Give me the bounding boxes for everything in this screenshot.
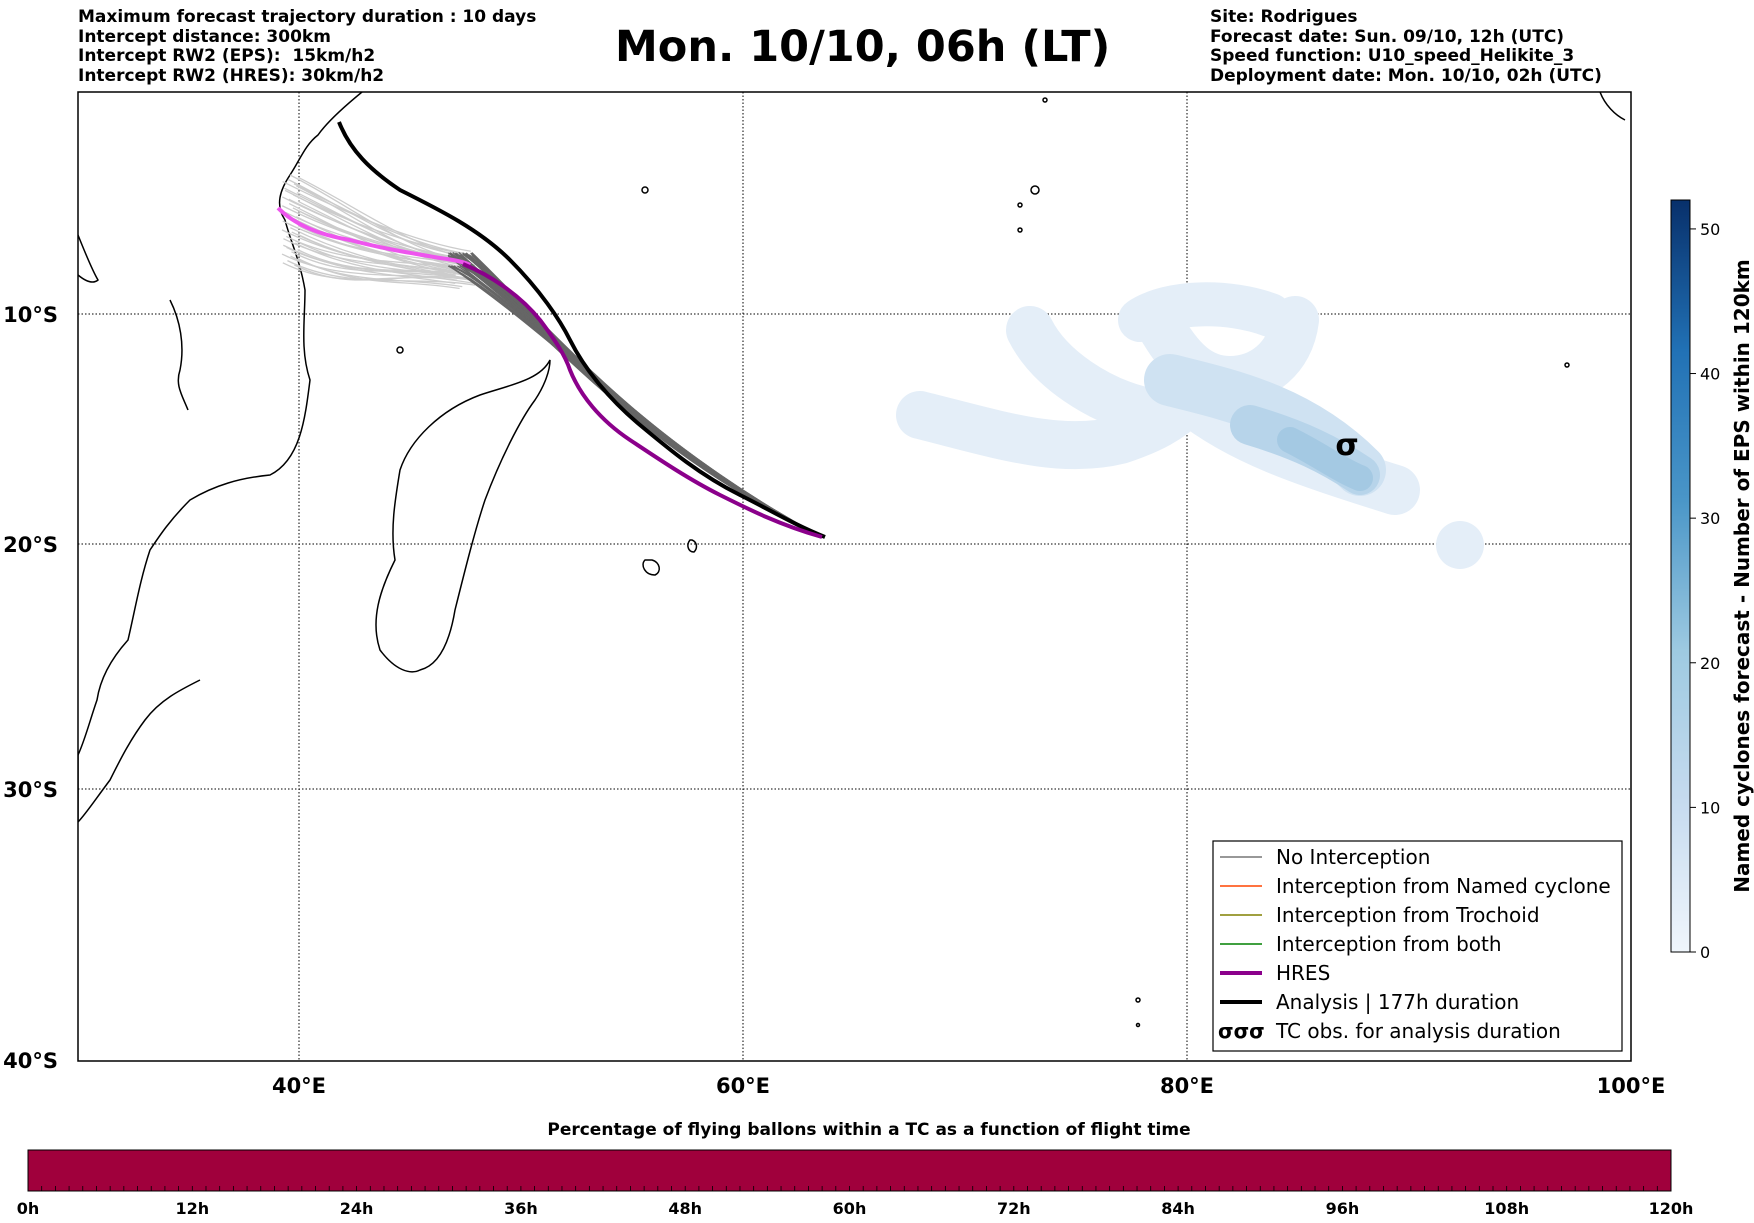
flight-time-tick-label: 48h bbox=[668, 1199, 702, 1218]
eps-trajectory-early bbox=[297, 233, 459, 274]
eps-trajectory-early bbox=[287, 178, 456, 255]
header-right-line: Forecast date: Sun. 09/10, 12h (UTC) bbox=[1210, 26, 1565, 47]
lat-label: 20°S bbox=[3, 533, 58, 557]
legend-box bbox=[1212, 840, 1623, 1052]
flight-time-bar: Percentage of flying ballons within a TC… bbox=[17, 1120, 1694, 1218]
flight-time-tick-label: 0h bbox=[17, 1199, 40, 1218]
colorbar-tick-label: 40 bbox=[1700, 365, 1720, 384]
header-right-info: Site: Rodrigues Forecast date: Sun. 09/1… bbox=[1210, 7, 1602, 86]
header-left-line: Intercept distance: 300km bbox=[78, 26, 331, 47]
cyclone-density-field bbox=[896, 282, 1484, 569]
header-right-line: Speed function: U10_speed_Helikite_3 bbox=[1210, 46, 1575, 66]
map-frame bbox=[77, 91, 1632, 1062]
eps-trajectory-early bbox=[282, 196, 457, 258]
header-left-line: Intercept RW2 (HRES): 30km/h2 bbox=[78, 65, 385, 86]
legend-label: TC obs. for analysis duration bbox=[1275, 1019, 1561, 1043]
colorbar: 0 10 20 30 40 50 Named cyclones forecast - Nu… bbox=[1670, 199, 1754, 962]
lat-label: 40°S bbox=[3, 1049, 58, 1073]
eps-trajectory-early bbox=[297, 224, 470, 270]
flight-time-tick-label: 12h bbox=[175, 1199, 209, 1218]
legend-symbol-tc: σσσ bbox=[1218, 1019, 1265, 1043]
lon-label: 40°E bbox=[272, 1074, 326, 1098]
lat-label: 30°S bbox=[3, 778, 58, 802]
coastlines bbox=[78, 92, 1626, 823]
eps-trajectory-early bbox=[297, 200, 472, 270]
flight-time-tick-label: 84h bbox=[1161, 1199, 1195, 1218]
eps-trajectory-early bbox=[291, 251, 456, 276]
flight-time-title: Percentage of flying ballons within a TC… bbox=[547, 1120, 1190, 1140]
eps-trajectory-early bbox=[296, 191, 461, 261]
flight-time-tick-label: 120h bbox=[1649, 1199, 1694, 1218]
flight-time-tick-label: 108h bbox=[1484, 1199, 1529, 1218]
colorbar-label: Named cyclones forecast - Number of EPS … bbox=[1730, 259, 1754, 893]
legend-label: Analysis | 177h duration bbox=[1276, 990, 1519, 1014]
colorbar-tick-label: 30 bbox=[1700, 509, 1720, 528]
eps-trajectory-early bbox=[293, 183, 468, 255]
eps-trajectory-early bbox=[287, 222, 469, 266]
eps-trajectory-early bbox=[295, 240, 464, 279]
flight-time-tick-label: 72h bbox=[997, 1199, 1031, 1218]
small-islands bbox=[396, 97, 1570, 1028]
eps-trajectory-early bbox=[282, 262, 458, 281]
lat-label: 10°S bbox=[3, 303, 58, 327]
colorbar-tick-label: 20 bbox=[1700, 654, 1720, 673]
flight-time-bar-fill bbox=[27, 1149, 1672, 1192]
header-left-line: Maximum forecast trajectory duration : 1… bbox=[78, 7, 537, 27]
eps-trajectory-early bbox=[297, 249, 469, 276]
legend-label: Interception from Trochoid bbox=[1276, 903, 1540, 927]
eps-trajectory bbox=[447, 255, 823, 538]
eps-trajectory-early bbox=[287, 260, 475, 286]
hres-trajectory bbox=[462, 262, 823, 539]
tc-observation-symbol: σ bbox=[1335, 428, 1358, 463]
eps-trajectory-early bbox=[297, 257, 460, 290]
flight-time-tick-label: 60h bbox=[833, 1199, 867, 1218]
eps-trajectories-no-interception bbox=[447, 251, 823, 538]
flight-time-tick-label: 36h bbox=[504, 1199, 538, 1218]
header-right-line: Deployment date: Mon. 10/10, 02h (UTC) bbox=[1210, 65, 1602, 86]
legend-label: Interception from Named cyclone bbox=[1276, 874, 1611, 898]
header-right-line: Site: Rodrigues bbox=[1210, 7, 1358, 27]
legend-label: Interception from both bbox=[1276, 932, 1502, 956]
flight-time-tick-label: 96h bbox=[1326, 1199, 1360, 1218]
flight-time-tick-label: 24h bbox=[340, 1199, 374, 1218]
lon-label: 100°E bbox=[1597, 1074, 1666, 1098]
hres-trajectory-early bbox=[276, 206, 472, 267]
colorbar-tick-label: 50 bbox=[1700, 220, 1720, 239]
colorbar-gradient bbox=[1670, 199, 1691, 953]
lon-label: 60°E bbox=[716, 1074, 770, 1098]
page-title: Mon. 10/10, 06h (LT) bbox=[615, 22, 1111, 72]
header-left-info: Maximum forecast trajectory duration : 1… bbox=[78, 7, 537, 86]
colorbar-tick-label: 0 bbox=[1700, 943, 1710, 962]
eps-trajectory-early bbox=[294, 264, 466, 281]
lon-label: 80°E bbox=[1160, 1074, 1214, 1098]
analysis-trajectory bbox=[337, 121, 826, 539]
map-content: σ bbox=[78, 92, 1631, 1061]
legend-label: HRES bbox=[1276, 961, 1330, 985]
legend: No Interception Interception from Named c… bbox=[1212, 840, 1623, 1052]
legend-label: No Interception bbox=[1276, 845, 1430, 869]
header-left-line: Intercept RW2 (EPS): 15km/h2 bbox=[78, 46, 376, 66]
colorbar-tick-label: 10 bbox=[1700, 798, 1720, 817]
